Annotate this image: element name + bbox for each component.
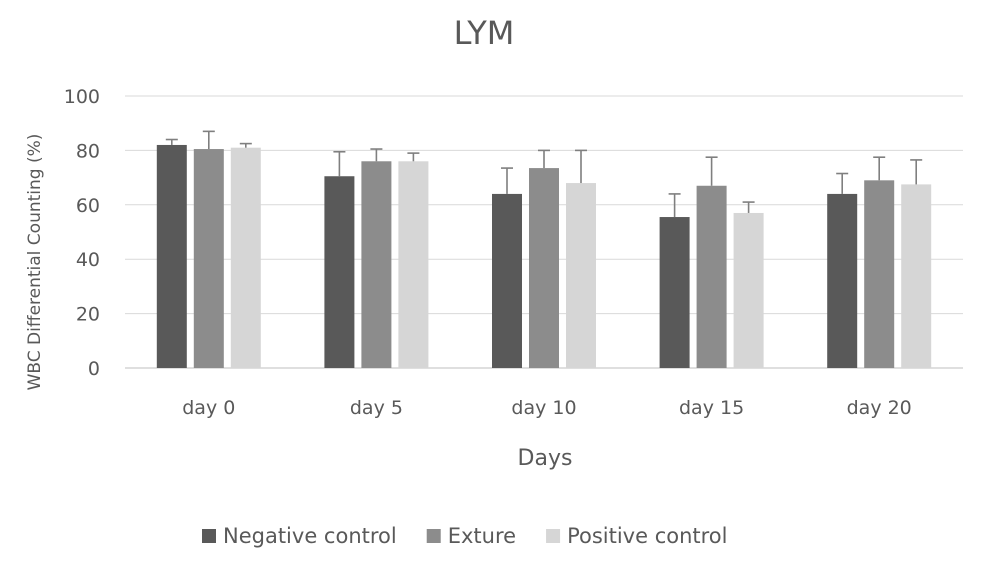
- legend-label: Negative control: [223, 524, 397, 548]
- y-tick-label: 60: [76, 195, 100, 217]
- x-tick-label: day 10: [511, 397, 576, 419]
- error-bar: [705, 156, 718, 186]
- y-tick-label: 80: [76, 140, 100, 162]
- legend-swatch: [202, 529, 216, 543]
- error-bar: [407, 152, 420, 162]
- error-bar: [239, 142, 252, 148]
- legend-item: Exture: [426, 524, 516, 548]
- legend-label: Positive control: [567, 524, 727, 548]
- chart-title: LYM: [454, 14, 515, 52]
- bar: [492, 193, 522, 368]
- error-bar: [575, 149, 587, 184]
- error-bar: [165, 138, 178, 145]
- bar: [659, 217, 690, 368]
- legend-label: Exture: [448, 524, 516, 548]
- bar: [827, 193, 858, 368]
- bar: [529, 168, 559, 368]
- bar: [696, 185, 727, 368]
- legend-swatch: [426, 529, 441, 543]
- error-bar: [202, 130, 215, 150]
- y-axis-label: WBC Differential Counting (%): [25, 134, 45, 391]
- error-bar: [333, 150, 346, 177]
- error-bar: [501, 167, 513, 194]
- error-bar: [742, 201, 755, 213]
- y-tick-label: 100: [64, 86, 100, 108]
- bar: [324, 176, 355, 368]
- error-bar: [668, 193, 681, 218]
- error-bar: [836, 172, 849, 194]
- bar: [901, 184, 932, 368]
- bar: [361, 161, 392, 368]
- x-tick-label: day 20: [847, 397, 912, 419]
- x-tick-label: day 5: [350, 397, 403, 419]
- bar: [156, 144, 187, 368]
- tick-labels: 0 20 40 60 80 100 day 0 day 5 day 10 day 15 day 20: [64, 86, 912, 419]
- bar: [398, 161, 429, 368]
- error-bar: [873, 156, 886, 181]
- bar: [193, 149, 224, 368]
- error-bar: [538, 149, 550, 169]
- bar: [864, 180, 895, 368]
- legend-item: Positive control: [546, 524, 728, 548]
- bars: [156, 130, 932, 368]
- y-tick-label: 20: [76, 304, 100, 326]
- x-axis-label: Days: [518, 446, 573, 471]
- legend-swatch: [546, 529, 561, 543]
- y-tick-label: 40: [76, 249, 100, 271]
- x-tick-label: day 15: [679, 397, 744, 419]
- legend: Negative control Exture Positive control: [202, 524, 728, 548]
- x-tick-label: day 0: [182, 397, 235, 419]
- legend-item: Negative control: [202, 524, 397, 548]
- error-bar: [370, 148, 383, 162]
- bar: [230, 147, 261, 368]
- bar: [733, 212, 764, 368]
- error-bar: [910, 159, 923, 185]
- bar: [566, 183, 596, 368]
- y-tick-label: 0: [88, 358, 100, 380]
